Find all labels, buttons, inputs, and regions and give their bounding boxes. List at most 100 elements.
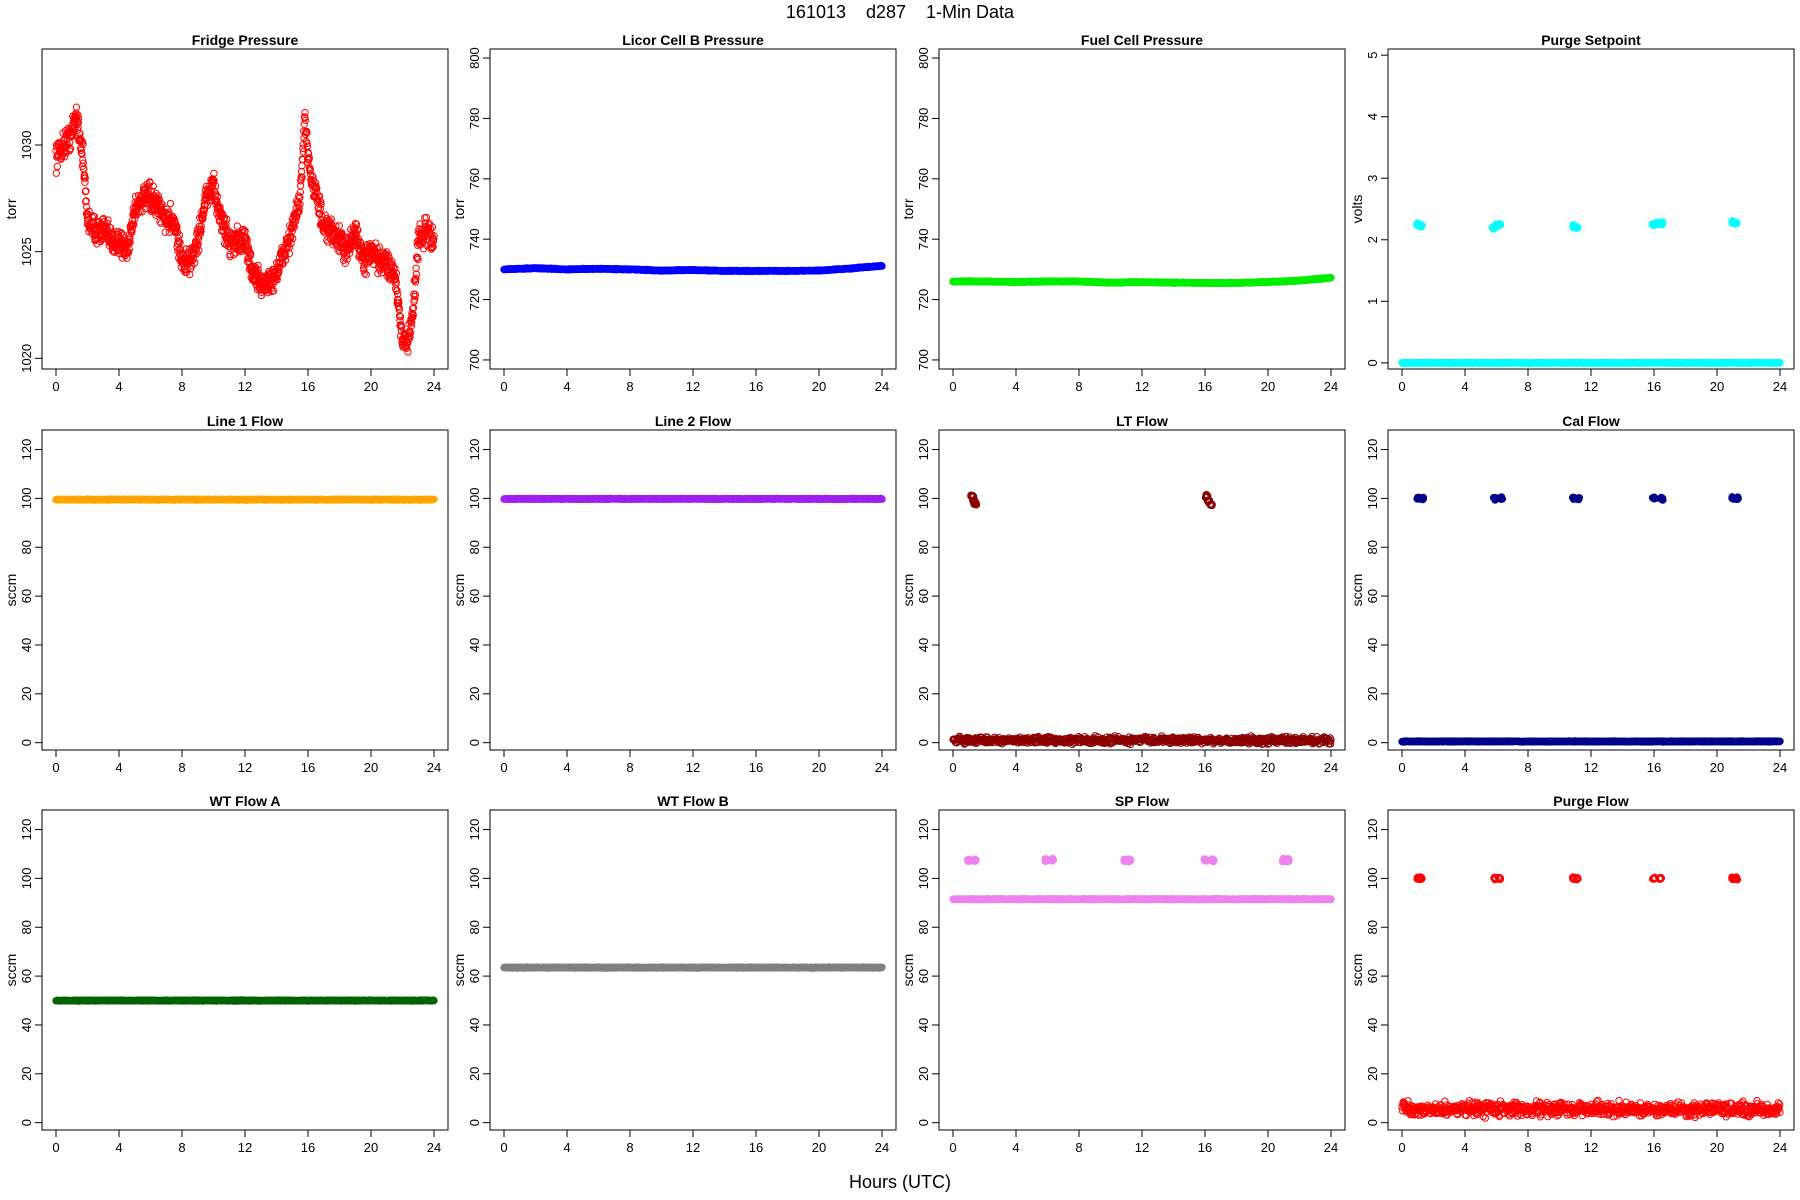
x-tick-label: 20: [1710, 379, 1724, 394]
data-point: [267, 284, 276, 293]
y-axis-label: torr: [3, 198, 19, 219]
data-point: [243, 236, 251, 244]
data-point: [404, 348, 412, 356]
y-tick-label: 700: [916, 349, 931, 371]
data-point: [295, 204, 303, 212]
data-point: [301, 114, 309, 122]
y-axis-label: torr: [900, 198, 916, 219]
y-tick-label: 780: [467, 108, 482, 130]
x-tick-label: 4: [115, 379, 122, 394]
data-points: [1398, 217, 1784, 368]
x-tick-label: 20: [812, 379, 826, 394]
plot-frame: [1387, 48, 1795, 370]
y-tick-label: 740: [916, 228, 931, 250]
data-point: [195, 246, 203, 255]
x-tick-label: 12: [1584, 379, 1598, 394]
chart-title: Licor Cell B Pressure: [622, 32, 764, 48]
y-tick-label: 760: [467, 168, 482, 190]
data-point: [60, 153, 69, 161]
data-point: [126, 238, 134, 247]
data-point: [338, 229, 346, 237]
data-point: [222, 222, 230, 230]
data-point: [176, 245, 185, 253]
data-point: [90, 212, 99, 221]
data-point: [81, 178, 89, 187]
y-tick-label: 0: [1365, 359, 1380, 366]
data-point: [83, 203, 91, 211]
data-point: [362, 271, 370, 279]
data-point: [392, 278, 400, 286]
x-tick-label: 8: [626, 379, 633, 394]
data-point: [414, 255, 422, 264]
data-points: [500, 262, 886, 276]
data-point: [341, 259, 349, 267]
data-point: [281, 256, 290, 264]
data-point: [354, 226, 362, 234]
x-tick-label: 8: [178, 379, 185, 394]
data-point: [332, 222, 340, 230]
data-point: [396, 313, 405, 321]
x-tick-label: 0: [1398, 379, 1405, 394]
data-point: [291, 217, 300, 226]
data-point: [134, 209, 143, 217]
data-point: [279, 260, 287, 268]
data-point: [396, 316, 404, 325]
data-point: [268, 287, 276, 296]
data-point: [298, 173, 306, 182]
data-point: [356, 238, 365, 246]
data-point: [317, 198, 325, 206]
y-tick-label: 720: [467, 289, 482, 311]
data-point: [406, 332, 414, 341]
data-point: [53, 162, 61, 171]
data-point: [289, 234, 297, 243]
data-point: [392, 269, 401, 277]
data-point: [335, 222, 343, 230]
data-point: [428, 223, 437, 231]
data-point: [210, 176, 218, 185]
x-tick-label: 16: [749, 379, 763, 394]
data-point: [407, 322, 416, 330]
data-point: [398, 323, 406, 331]
data-point: [118, 236, 126, 245]
data-point: [411, 278, 420, 286]
x-tick-label: 0: [500, 379, 507, 394]
data-point: [360, 266, 368, 274]
data-point: [296, 200, 304, 208]
data-point: [149, 205, 157, 214]
data-point: [74, 111, 82, 119]
y-tick-label: 2: [1365, 236, 1380, 243]
data-point: [79, 159, 88, 167]
data-point: [79, 140, 87, 149]
data-point: [430, 235, 438, 243]
y-tick-label: 1025: [19, 237, 34, 266]
x-tick-label: 8: [1524, 379, 1531, 394]
data-point: [144, 187, 152, 195]
data-point: [285, 243, 294, 251]
data-point: [52, 169, 60, 177]
data-point: [275, 267, 283, 276]
data-point: [429, 243, 437, 251]
data-point: [317, 200, 325, 209]
y-axis-label: volts: [1349, 195, 1365, 224]
data-point: [408, 319, 416, 327]
data-point: [199, 215, 207, 223]
x-tick-label: 16: [301, 379, 315, 394]
data-point: [254, 261, 262, 270]
data-point: [226, 252, 234, 261]
x-tick-label: 24: [875, 379, 889, 394]
x-tick-label: 12: [686, 379, 700, 394]
data-point: [157, 200, 165, 208]
data-point: [74, 118, 83, 127]
data-point: [297, 175, 305, 183]
data-point: [203, 201, 212, 209]
data-point: [409, 304, 417, 313]
data-point: [66, 144, 75, 153]
data-point: [230, 251, 238, 259]
chart-title: Purge Setpoint: [1541, 32, 1641, 48]
data-point: [154, 192, 163, 200]
y-tick-label: 4: [1365, 113, 1380, 120]
data-points: [52, 495, 438, 504]
